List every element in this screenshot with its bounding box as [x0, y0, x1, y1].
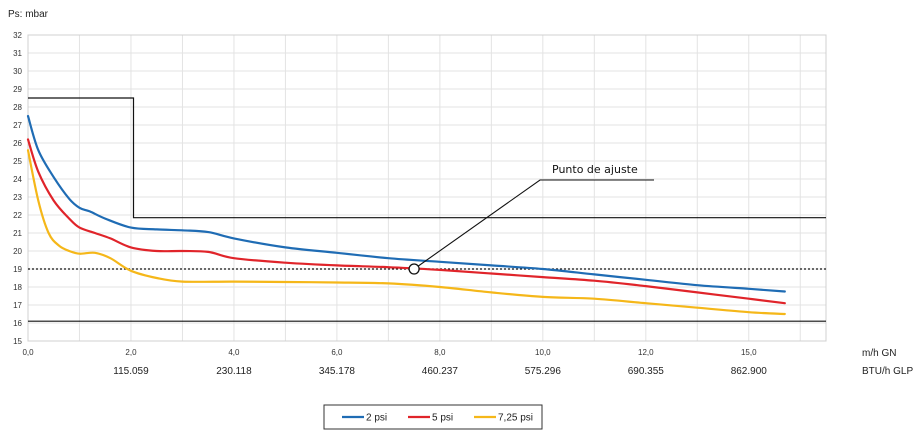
x-ticks-secondary: 115.059 230.118 345.178 460.237 575.296 690.3…	[113, 366, 767, 377]
x-tick-secondary-label: 575.296	[525, 366, 562, 377]
x-ticks: 0,0 2,0 4,0 6,0 8,0 10,0 12,0 15,0	[22, 348, 757, 357]
annotation: Punto de ajuste	[408, 163, 654, 275]
y-tick-label: 27	[13, 121, 22, 130]
y-tick-label: 22	[13, 211, 22, 220]
annotation-label: Punto de ajuste	[552, 163, 638, 176]
y-tick-label: 32	[13, 31, 22, 40]
x-tick-secondary-label: 115.059	[113, 366, 149, 377]
y-tick-label: 15	[13, 337, 22, 346]
legend-label-1: 5 psi	[432, 413, 453, 424]
y-tick-label: 28	[13, 103, 22, 112]
y-axis-label: Ps: mbar	[8, 9, 49, 20]
y-tick-label: 21	[13, 229, 22, 238]
x-tick-secondary-label: 862.900	[731, 366, 768, 377]
x-tick-label: 8,0	[434, 348, 446, 357]
series-lines	[26, 114, 786, 316]
plot-frame	[27, 34, 827, 342]
x-tick-label: 15,0	[741, 348, 757, 357]
y-tick-label: 30	[13, 67, 22, 76]
y-tick-label: 26	[13, 139, 22, 148]
x-tick-secondary-label: 690.355	[628, 366, 665, 377]
series-line-2	[26, 149, 786, 316]
x-tick-label: 6,0	[331, 348, 343, 357]
x-axis-unit-primary: m/h GN	[862, 348, 896, 359]
reference-lines	[28, 97, 826, 322]
y-tick-label: 19	[13, 265, 22, 274]
grid	[28, 34, 826, 342]
setpoint-marker	[408, 263, 420, 275]
y-tick-label: 24	[13, 175, 22, 184]
x-tick-label: 2,0	[125, 348, 137, 357]
legend-label-2: 7,25 psi	[498, 413, 533, 424]
y-tick-label: 18	[13, 283, 22, 292]
series-line-0	[26, 114, 786, 293]
x-tick-label: 4,0	[228, 348, 240, 357]
series-line-1	[26, 138, 786, 305]
y-tick-label: 20	[13, 247, 22, 256]
y-tick-label: 16	[13, 319, 22, 328]
x-tick-secondary-label: 345.178	[319, 366, 356, 377]
x-axis-unit-secondary: BTU/h GLP	[862, 366, 913, 377]
y-tick-label: 23	[13, 193, 22, 202]
annotation-leader-line	[413, 179, 654, 270]
x-tick-label: 12,0	[638, 348, 654, 357]
y-ticks: 15 16 17 18 19 20 21 22 23 24 25 26 27 28 29 30 31 32	[13, 31, 22, 346]
x-tick-secondary-label: 460.237	[422, 366, 459, 377]
plot-border	[27, 34, 827, 342]
legend-label-0: 2 psi	[366, 413, 387, 424]
y-tick-label: 29	[13, 85, 22, 94]
x-tick-label: 0,0	[22, 348, 34, 357]
legend: 2 psi 5 psi 7,25 psi	[323, 404, 543, 430]
x-tick-label: 10,0	[535, 348, 551, 357]
y-tick-label: 31	[13, 49, 22, 58]
x-tick-secondary-label: 230.118	[216, 366, 252, 377]
y-tick-label: 25	[13, 157, 22, 166]
y-tick-label: 17	[13, 301, 22, 310]
limit-line	[28, 97, 826, 219]
